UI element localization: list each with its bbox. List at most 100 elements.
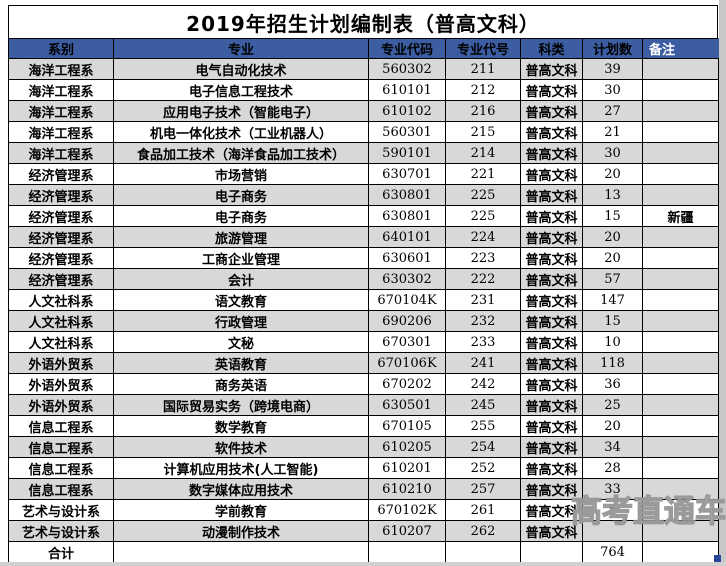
table-row: 经济管理系 市场营销 630701 221 普高文科 20 [8, 163, 719, 185]
cell-remark [642, 184, 719, 206]
cell-major-number: 225 [445, 184, 521, 206]
table-row: 信息工程系 软件技术 610205 254 普高文科 34 [8, 436, 719, 458]
cell-plan-count [582, 520, 643, 542]
cell-major-number: 214 [445, 142, 521, 164]
cell-major-code: 630601 [368, 247, 446, 269]
fill-handle[interactable] [714, 555, 721, 562]
cell-remark: 新疆 [642, 205, 719, 227]
cell-plan-count: 20 [582, 247, 643, 269]
cell-category: 普高文科 [520, 226, 583, 248]
cell-department: 信息工程系 [8, 415, 114, 437]
table-row: 海洋工程系 电子信息工程技术 610101 212 普高文科 30 [8, 79, 719, 101]
table-row: 信息工程系 数学教育 670105 255 普高文科 20 [8, 415, 719, 437]
cell-category: 普高文科 [520, 100, 583, 122]
cell-department: 艺术与设计系 [8, 520, 114, 542]
cell-department: 海洋工程系 [8, 142, 114, 164]
column-header-major-code: 专业代码 [368, 38, 446, 59]
table-row: 人文社科系 行政管理 690206 232 普高文科 15 [8, 310, 719, 332]
bottom-margin-strip [0, 562, 726, 566]
cell-major: 语文教育 [113, 289, 369, 311]
table-row: 海洋工程系 机电一体化技术（工业机器人） 560301 215 普高文科 21 [8, 121, 719, 143]
cell-plan-count: 36 [582, 373, 643, 395]
cell-major-number: 211 [445, 58, 521, 80]
cell-remark [642, 373, 719, 395]
cell-major-code: 610101 [368, 79, 446, 101]
cell-major-number: 257 [445, 478, 521, 500]
cell-remark [642, 352, 719, 374]
cell-major: 机电一体化技术（工业机器人） [113, 121, 369, 143]
cell-major-number: 215 [445, 121, 521, 143]
cell-department: 海洋工程系 [8, 121, 114, 143]
cell-department: 经济管理系 [8, 205, 114, 227]
cell-plan-count: 20 [582, 226, 643, 248]
cell-major-code: 630801 [368, 205, 446, 227]
cell-department: 信息工程系 [8, 457, 114, 479]
cell-remark [642, 142, 719, 164]
cell-remark [642, 331, 719, 353]
cell-department: 海洋工程系 [8, 58, 114, 80]
cell-category: 普高文科 [520, 352, 583, 374]
table-row: 经济管理系 旅游管理 640101 224 普高文科 20 [8, 226, 719, 248]
cell-major: 软件技术 [113, 436, 369, 458]
cell-category: 普高文科 [520, 79, 583, 101]
cell-category: 普高文科 [520, 163, 583, 185]
cell-plan-count: 30 [582, 142, 643, 164]
cell-major-code: 630302 [368, 268, 446, 290]
cell-major-number: 231 [445, 289, 521, 311]
cell-remark [642, 289, 719, 311]
table-row: 海洋工程系 应用电子技术（智能电子） 610102 216 普高文科 27 [8, 100, 719, 122]
cell-department: 经济管理系 [8, 184, 114, 206]
total-major-number [445, 541, 521, 563]
cell-major-number: 245 [445, 394, 521, 416]
total-plan-count: 764 [582, 541, 643, 563]
cell-major: 文秘 [113, 331, 369, 353]
table-row: 信息工程系 计算机应用技术(人工智能) 610201 252 普高文科 28 [8, 457, 719, 479]
table-row: 海洋工程系 食品加工技术（海洋食品加工技术） 590101 214 普高文科 30 [8, 142, 719, 164]
total-major [113, 541, 369, 563]
cell-plan-count: 28 [582, 457, 643, 479]
table-header: 系别 专业 专业代码 专业代号 科类 计划数 备注 [8, 38, 719, 59]
cell-category: 普高文科 [520, 247, 583, 269]
column-header-category: 科类 [520, 38, 583, 59]
table-row: 人文社科系 文秘 670301 233 普高文科 10 [8, 331, 719, 353]
cell-major-number: 221 [445, 163, 521, 185]
cell-department: 海洋工程系 [8, 100, 114, 122]
table-row: 人文社科系 语文教育 670104K 231 普高文科 147 [8, 289, 719, 311]
cell-major-number: 223 [445, 247, 521, 269]
cell-plan-count: 30 [582, 79, 643, 101]
cell-plan-count: 39 [582, 58, 643, 80]
cell-department: 经济管理系 [8, 247, 114, 269]
cell-major-code: 610201 [368, 457, 446, 479]
cell-major-code: 690206 [368, 310, 446, 332]
cell-category: 普高文科 [520, 436, 583, 458]
cell-plan-count: 10 [582, 331, 643, 353]
cell-major: 动漫制作技术 [113, 520, 369, 542]
cell-major-code: 670102K [368, 499, 446, 521]
column-header-major-number: 专业代号 [445, 38, 521, 59]
cell-major-number: 216 [445, 100, 521, 122]
cell-major-number: 222 [445, 268, 521, 290]
cell-major-code: 630701 [368, 163, 446, 185]
cell-major-number: 241 [445, 352, 521, 374]
cell-remark [642, 58, 719, 80]
cell-plan-count: 5 [582, 499, 643, 521]
cell-major-code: 610205 [368, 436, 446, 458]
cell-plan-count: 15 [582, 205, 643, 227]
cell-major-code: 670104K [368, 289, 446, 311]
cell-department: 外语外贸系 [8, 352, 114, 374]
cell-major: 工商企业管理 [113, 247, 369, 269]
cell-major-code: 670202 [368, 373, 446, 395]
cell-major-number: 242 [445, 373, 521, 395]
total-department: 合计 [8, 541, 114, 563]
cell-major-number: 254 [445, 436, 521, 458]
cell-major: 数字媒体应用技术 [113, 478, 369, 500]
cell-department: 经济管理系 [8, 226, 114, 248]
cell-major-code: 560302 [368, 58, 446, 80]
cell-department: 外语外贸系 [8, 373, 114, 395]
cell-category: 普高文科 [520, 142, 583, 164]
cell-plan-count: 57 [582, 268, 643, 290]
cell-category: 普高文科 [520, 268, 583, 290]
column-header-remark: 备注 [642, 38, 719, 59]
cell-major: 国际贸易实务（跨境电商） [113, 394, 369, 416]
table-body: 海洋工程系 电气自动化技术 560302 211 普高文科 39 海洋工程系 电子信息工程技术… [8, 58, 719, 563]
